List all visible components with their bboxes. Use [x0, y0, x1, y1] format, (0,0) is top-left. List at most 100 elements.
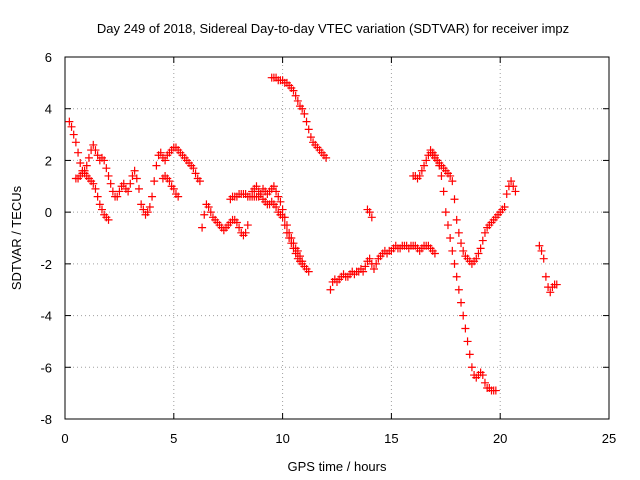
data-point [91, 146, 100, 155]
series-s8 [326, 241, 439, 294]
data-point [502, 190, 511, 199]
data-point [448, 246, 457, 255]
data-point [189, 164, 198, 173]
data-point [304, 267, 313, 276]
data-point [457, 239, 466, 248]
data-point [137, 200, 146, 209]
x-tick-label: 25 [602, 431, 616, 446]
data-point [296, 252, 305, 261]
data-point [145, 202, 154, 211]
series-s4 [198, 200, 252, 240]
data-point [478, 236, 487, 245]
data-point [269, 182, 278, 191]
grid-lines [65, 57, 609, 419]
data-point [89, 140, 98, 149]
series-s1 [65, 117, 204, 219]
data-point [478, 371, 487, 380]
data-point [156, 148, 165, 157]
data-point [293, 246, 302, 255]
data-point [126, 179, 135, 188]
data-point [304, 125, 313, 134]
data-point [302, 117, 311, 126]
data-point [448, 177, 457, 186]
data-point [300, 109, 309, 118]
data-point [91, 184, 100, 193]
y-tick-label: 6 [45, 50, 52, 65]
x-axis-label: GPS time / hours [288, 459, 387, 474]
data-point [195, 177, 204, 186]
data-point [71, 138, 80, 147]
data-point [306, 133, 315, 142]
data-point [546, 288, 555, 297]
data-point [139, 205, 148, 214]
data-point [115, 187, 124, 196]
data-point [289, 86, 298, 95]
data-point [143, 208, 152, 217]
data-point [169, 184, 178, 193]
data-point [152, 161, 161, 170]
data-point [272, 202, 281, 211]
data-point [206, 208, 215, 217]
series-s10 [409, 146, 500, 395]
data-points [65, 73, 561, 395]
data-point [491, 386, 500, 395]
series-s6 [248, 182, 307, 266]
data-point [80, 166, 89, 175]
series-s11 [426, 148, 509, 268]
data-point [450, 259, 459, 268]
data-point [76, 159, 85, 168]
data-point [67, 122, 76, 131]
plot-frame [64, 56, 610, 420]
data-point [134, 184, 143, 193]
data-point [541, 272, 550, 281]
data-point [443, 221, 452, 230]
data-point [287, 234, 296, 242]
series-s13 [535, 241, 561, 297]
data-point [278, 205, 287, 214]
data-point [289, 239, 298, 248]
y-axis-label: SDTVAR / TECUs [9, 185, 24, 290]
chart-title: Day 249 of 2018, Sidereal Day-to-day VTE… [97, 21, 569, 36]
data-point [439, 187, 448, 196]
data-point [241, 228, 250, 237]
data-point [361, 262, 370, 271]
data-point [454, 285, 463, 294]
data-point [367, 213, 376, 222]
data-point [480, 378, 489, 387]
data-point [322, 153, 331, 162]
data-point [298, 257, 307, 266]
data-point [282, 221, 291, 230]
data-point [500, 202, 509, 211]
data-point [422, 156, 431, 165]
data-point [365, 208, 374, 217]
x-tick-label: 20 [493, 431, 507, 446]
y-tick-label: -4 [40, 309, 52, 324]
data-point [97, 205, 106, 214]
data-point [415, 171, 424, 180]
x-tick-label: 0 [61, 431, 68, 446]
data-point [204, 202, 213, 211]
data-point [69, 130, 78, 139]
data-point [130, 166, 139, 175]
y-axis-ticks: 6 4 2 0 -2 -4 -6 -8 [40, 50, 609, 427]
x-tick-label: 15 [384, 431, 398, 446]
data-point [89, 179, 98, 188]
data-point [463, 337, 472, 346]
x-axis-ticks: 0 5 10 15 20 25 [61, 57, 616, 446]
data-point [446, 171, 455, 180]
data-point [446, 234, 455, 242]
data-point [472, 254, 481, 263]
series-s2 [71, 166, 113, 224]
data-point [359, 267, 368, 276]
y-tick-label: -8 [40, 412, 52, 427]
data-point [232, 218, 241, 227]
data-point [191, 169, 200, 178]
data-point [459, 311, 468, 320]
data-point [365, 254, 374, 263]
data-point [535, 241, 544, 250]
data-point [128, 171, 137, 180]
data-point [461, 324, 470, 333]
data-point [243, 221, 252, 230]
data-point [509, 182, 518, 191]
data-point [437, 171, 446, 180]
